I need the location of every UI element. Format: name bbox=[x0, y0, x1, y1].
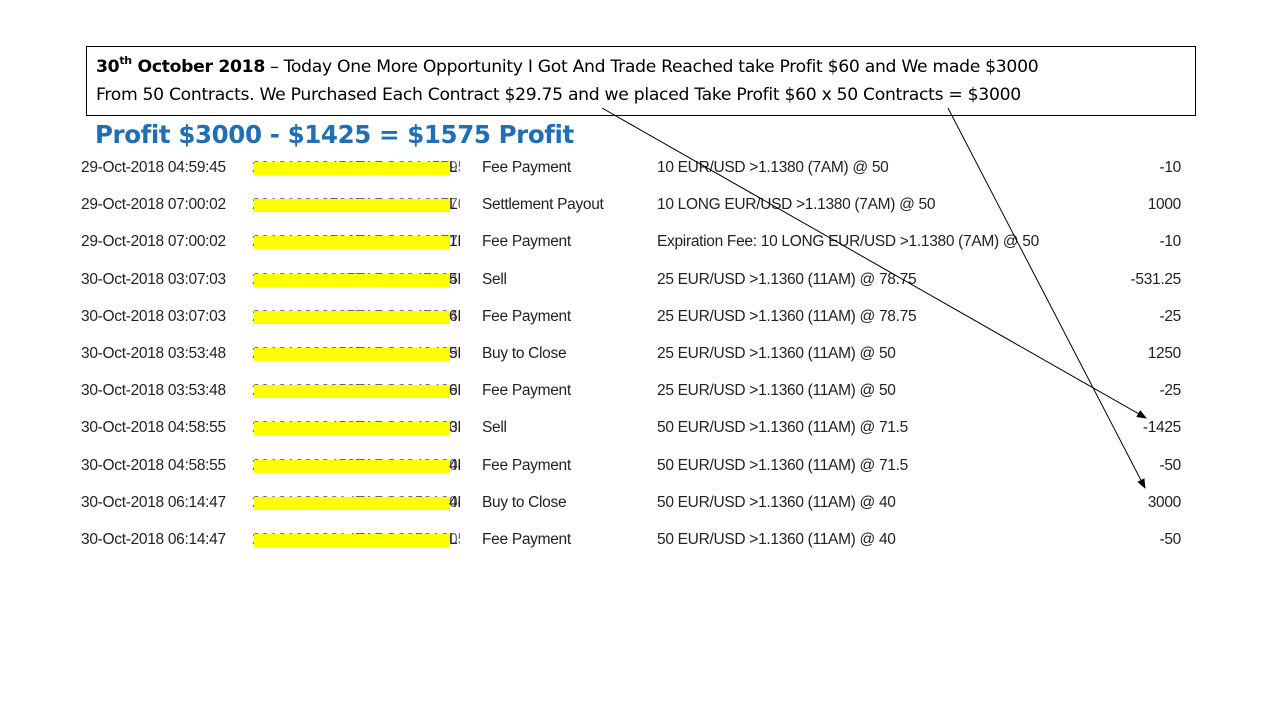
transaction-type: Fee Payment bbox=[482, 531, 571, 548]
transaction-description: Expiration Fee: 10 LONG EUR/USD >1.1380 … bbox=[657, 233, 1039, 251]
transaction-id-redacted: 201810300353TARG00484096L6L bbox=[252, 382, 460, 400]
transaction-type: Buy to Close bbox=[482, 345, 567, 362]
redaction-highlight bbox=[254, 348, 450, 361]
transaction-type: Fee Payment bbox=[482, 382, 571, 400]
transaction-date: 30-Oct-2018 06:14:47 bbox=[81, 493, 226, 511]
annotation-note-box: 30th October 2018 – Today One More Oppor… bbox=[86, 46, 1196, 116]
transaction-id-suffix: 4L bbox=[449, 456, 460, 474]
table-row: 29-Oct-2018 04:59:45 201810290459TARG0014… bbox=[0, 159, 1280, 179]
transaction-id-suffix: 3L bbox=[449, 419, 460, 437]
transaction-date: 30-Oct-2018 03:53:48 bbox=[81, 345, 226, 362]
transaction-description: 10 EUR/USD >1.1380 (7AM) @ 50 bbox=[657, 159, 889, 176]
transaction-type: Fee Payment bbox=[482, 159, 571, 176]
transaction-description: 50 EUR/USD >1.1360 (11AM) @ 71.5 bbox=[657, 456, 908, 474]
transaction-description: 50 EUR/USD >1.1360 (11AM) @ 40 bbox=[657, 493, 896, 511]
table-row: 30-Oct-2018 03:07:03 201810300307TARG0047… bbox=[0, 271, 1280, 291]
redaction-highlight bbox=[254, 496, 450, 510]
table-row: 30-Oct-2018 03:07:03 201810300307TARG0047… bbox=[0, 308, 1280, 328]
transaction-amount: -531.25 bbox=[1130, 270, 1182, 288]
transaction-description: 10 LONG EUR/USD >1.1380 (7AM) @ 50 bbox=[657, 196, 936, 214]
transaction-amount: -10 bbox=[1159, 233, 1181, 251]
transaction-type: Settlement Payout bbox=[482, 196, 604, 214]
transaction-description: 50 EUR/USD >1.1360 (11AM) @ 71.5 bbox=[657, 419, 908, 437]
table-row: 30-Oct-2018 06:14:47 201810300614TARG0050… bbox=[0, 531, 1280, 551]
transaction-amount: -50 bbox=[1159, 531, 1181, 548]
transaction-id-redacted: 201810300614TARG00501004L4L bbox=[252, 494, 460, 512]
arrow-to-sell-amount bbox=[601, 107, 1147, 419]
transaction-description: 25 EUR/USD >1.1360 (11AM) @ 50 bbox=[657, 345, 896, 362]
table-row: 30-Oct-2018 04:58:55 201810300458TARG0049… bbox=[0, 419, 1280, 439]
note-line-2: From 50 Contracts. We Purchased Each Con… bbox=[96, 85, 1021, 105]
table-row: 29-Oct-2018 07:00:02 201810290700TARG0016… bbox=[0, 196, 1280, 216]
table-row: 30-Oct-2018 03:53:48 201810300353TARG0048… bbox=[0, 345, 1280, 365]
transaction-date: 30-Oct-2018 04:58:55 bbox=[81, 419, 226, 437]
redaction-highlight bbox=[254, 422, 450, 436]
redaction-highlight bbox=[254, 534, 450, 547]
transaction-id-redacted: 201810290700TARG00162770LL bbox=[252, 196, 460, 214]
transaction-id-redacted: 201810300353TARG00484095L5L bbox=[252, 345, 460, 363]
transaction-type: Sell bbox=[482, 419, 507, 437]
transaction-date: 29-Oct-2018 04:59:45 bbox=[81, 159, 226, 176]
transaction-type: Fee Payment bbox=[482, 307, 571, 325]
table-row: 30-Oct-2018 04:58:55 201810300458TARG0049… bbox=[0, 457, 1280, 477]
transaction-id-redacted: 201810300614TARG00501005LL bbox=[252, 531, 460, 549]
transaction-date: 30-Oct-2018 04:58:55 bbox=[81, 456, 226, 474]
redaction-highlight bbox=[254, 385, 450, 399]
transaction-amount: 3000 bbox=[1147, 493, 1182, 511]
transaction-amount: -1425 bbox=[1142, 419, 1181, 437]
redaction-highlight bbox=[254, 162, 450, 175]
transaction-date: 30-Oct-2018 03:07:03 bbox=[81, 270, 226, 288]
transaction-type: Sell bbox=[482, 270, 507, 288]
transaction-amount: 1250 bbox=[1147, 345, 1182, 362]
transaction-description: 25 EUR/USD >1.1360 (11AM) @ 78.75 bbox=[657, 270, 917, 288]
transaction-id-suffix: L bbox=[449, 159, 458, 176]
transaction-id-suffix: 5L bbox=[449, 345, 460, 362]
transaction-id-suffix: 5L bbox=[449, 270, 460, 288]
transaction-id-suffix: L bbox=[449, 531, 458, 548]
transaction-type: Fee Payment bbox=[482, 456, 571, 474]
transaction-amount: -10 bbox=[1159, 159, 1181, 176]
transaction-id-redacted: 201810300458TARG00492203L3L bbox=[252, 419, 460, 437]
transaction-description: 25 EUR/USD >1.1360 (11AM) @ 50 bbox=[657, 382, 896, 400]
transaction-date: 30-Oct-2018 03:07:03 bbox=[81, 307, 226, 325]
transaction-date: 30-Oct-2018 03:53:48 bbox=[81, 382, 226, 400]
redaction-highlight bbox=[254, 459, 450, 473]
transaction-id-redacted: 201810300307TARG00478945L5L bbox=[252, 271, 460, 289]
table-row: 30-Oct-2018 03:53:48 201810300353TARG0048… bbox=[0, 382, 1280, 402]
transaction-date: 30-Oct-2018 06:14:47 bbox=[81, 531, 226, 548]
table-row: 29-Oct-2018 07:00:02 201810290700TARG0016… bbox=[0, 233, 1280, 253]
redaction-highlight bbox=[254, 199, 450, 213]
transaction-id-suffix: 6L bbox=[449, 382, 460, 400]
note-date: 30th October 2018 bbox=[96, 54, 265, 77]
transaction-id-redacted: 201810290459TARG00145795LL bbox=[252, 159, 460, 177]
note-line-1: 30th October 2018 – Today One More Oppor… bbox=[96, 54, 1039, 77]
transaction-id-redacted: 201810300458TARG00492204L4L bbox=[252, 457, 460, 475]
profit-summary: Profit $3000 - $1425 = $1575 Profit bbox=[95, 120, 574, 149]
transaction-id-redacted: 201810290700TARG00162771L1L bbox=[252, 233, 460, 251]
transaction-description: 50 EUR/USD >1.1360 (11AM) @ 40 bbox=[657, 531, 896, 548]
redaction-highlight bbox=[254, 273, 450, 287]
transaction-date: 29-Oct-2018 07:00:02 bbox=[81, 233, 226, 251]
table-row: 30-Oct-2018 06:14:47 201810300614TARG0050… bbox=[0, 494, 1280, 514]
transaction-description: 25 EUR/USD >1.1360 (11AM) @ 78.75 bbox=[657, 307, 917, 325]
transaction-type: Buy to Close bbox=[482, 493, 567, 511]
redaction-highlight bbox=[254, 310, 450, 324]
transaction-amount: -25 bbox=[1159, 307, 1181, 325]
transaction-date: 29-Oct-2018 07:00:02 bbox=[81, 196, 226, 214]
transaction-id-suffix: L bbox=[449, 196, 458, 214]
transaction-id-suffix: 4L bbox=[449, 493, 460, 511]
transaction-id-suffix: 6L bbox=[449, 307, 460, 325]
transaction-amount: 1000 bbox=[1147, 196, 1182, 214]
transaction-id-suffix: 1L bbox=[449, 233, 460, 251]
transaction-amount: -25 bbox=[1159, 382, 1181, 400]
transaction-id-redacted: 201810300307TARG00478946L6L bbox=[252, 308, 460, 326]
redaction-highlight bbox=[254, 236, 450, 250]
arrow-to-buy-to-close-amount bbox=[947, 107, 1146, 489]
transaction-amount: -50 bbox=[1159, 456, 1181, 474]
transaction-type: Fee Payment bbox=[482, 233, 571, 251]
